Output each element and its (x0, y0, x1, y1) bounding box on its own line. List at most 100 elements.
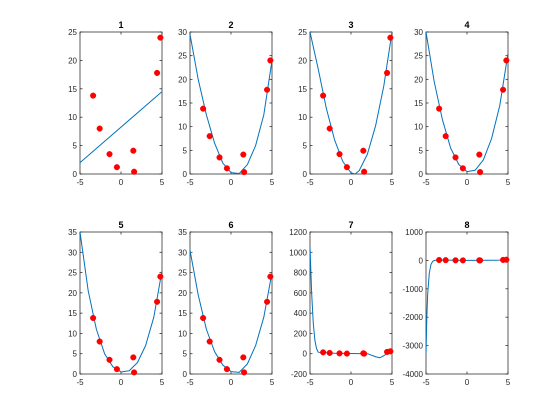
y-tick-label: 25 (178, 269, 187, 278)
y-tick-label: -4000 (403, 370, 424, 379)
x-tick-label: 5 (160, 378, 165, 387)
y-tick-label: 10 (68, 113, 77, 122)
data-point (106, 151, 113, 158)
y-tick-label: 20 (178, 75, 187, 84)
y-tick-label: 15 (68, 85, 77, 94)
y-tick-label: 20 (298, 56, 307, 65)
y-tick-label: -2000 (403, 313, 424, 322)
y-tick-label: 10 (178, 123, 187, 132)
data-point (206, 338, 213, 345)
data-point (343, 164, 350, 171)
subplot-title: 5 (118, 220, 123, 230)
subplot-title: 8 (464, 220, 469, 230)
y-tick-label: 20 (178, 289, 187, 298)
subplot-title: 2 (228, 20, 233, 30)
y-tick-label: 25 (298, 28, 307, 37)
data-point (267, 273, 274, 280)
data-point (206, 133, 213, 140)
data-point (500, 86, 507, 93)
y-tick-label: 35 (68, 228, 77, 237)
y-tick-label: 15 (68, 309, 77, 318)
x-tick-label: 5 (270, 378, 275, 387)
subplot-7: -5 0 5 -200 0 200 400 600 800 1000 1200 7 (289, 220, 395, 387)
y-tick-label: 15 (178, 99, 187, 108)
y-tick-label: 10 (178, 329, 187, 338)
axes-box (79, 231, 163, 375)
x-tick-label: 5 (390, 378, 395, 387)
data-point (223, 165, 230, 172)
data-point (336, 350, 343, 357)
data-point (503, 256, 510, 263)
data-point (131, 168, 138, 175)
x-tick-label: -5 (306, 178, 314, 187)
data-point (336, 151, 343, 158)
y-tick-label: 0 (183, 370, 188, 379)
data-point (200, 314, 207, 322)
data-point (477, 169, 484, 176)
x-tick-label: -5 (422, 178, 430, 187)
y-tick-label: 30 (414, 28, 423, 37)
data-point (320, 92, 327, 99)
subplot-title: 6 (228, 220, 233, 230)
y-tick-label: 5 (73, 142, 78, 151)
data-point (216, 154, 223, 161)
y-tick-label: 25 (178, 52, 187, 61)
data-point (131, 369, 138, 376)
y-tick-label: 5 (303, 142, 308, 151)
x-tick-label: 0 (465, 178, 470, 187)
axes-box (79, 31, 163, 175)
y-tick-label: 0 (73, 370, 78, 379)
data-point (452, 154, 459, 161)
y-tick-label: 10 (68, 329, 77, 338)
y-tick-label: 30 (178, 28, 187, 37)
y-tick-label: 25 (68, 28, 77, 37)
data-point (96, 125, 103, 132)
x-tick-label: 0 (465, 378, 470, 387)
axes-box (309, 31, 393, 175)
axes-box (189, 31, 273, 175)
data-point (240, 151, 247, 158)
subplot-title: 1 (118, 20, 123, 30)
y-tick-label: 600 (294, 289, 308, 298)
x-tick-label: 0 (229, 178, 234, 187)
data-point (157, 273, 164, 280)
y-tick-label: 0 (419, 256, 424, 265)
fit-curve (190, 34, 272, 174)
x-tick-label: 0 (349, 378, 354, 387)
y-tick-label: 10 (414, 123, 423, 132)
data-point (264, 86, 271, 93)
subplot-title: 7 (348, 220, 353, 230)
axes-box (425, 31, 509, 175)
data-point (157, 34, 164, 41)
data-point (361, 350, 368, 357)
x-tick-label: -5 (306, 378, 314, 387)
subplot-title: 4 (464, 20, 469, 30)
data-point (241, 369, 248, 376)
y-tick-label: 5 (183, 350, 188, 359)
data-point (477, 257, 484, 264)
data-point (343, 350, 350, 357)
data-point (223, 366, 230, 373)
axes-box (425, 231, 509, 375)
y-tick-label: 25 (68, 269, 77, 278)
x-tick-label: 5 (160, 178, 165, 187)
y-tick-label: -1000 (403, 285, 424, 294)
data-point (387, 34, 394, 41)
x-tick-label: -5 (186, 178, 194, 187)
x-tick-label: -5 (186, 378, 194, 387)
subplot-title: 3 (348, 20, 353, 30)
data-point (130, 147, 137, 154)
axes-box (189, 231, 273, 375)
data-point (216, 356, 223, 363)
data-point (130, 354, 137, 361)
data-point (241, 169, 248, 176)
x-tick-label: -5 (422, 378, 430, 387)
data-point (113, 164, 120, 171)
data-point (503, 57, 510, 64)
y-tick-label: 1000 (405, 228, 423, 237)
